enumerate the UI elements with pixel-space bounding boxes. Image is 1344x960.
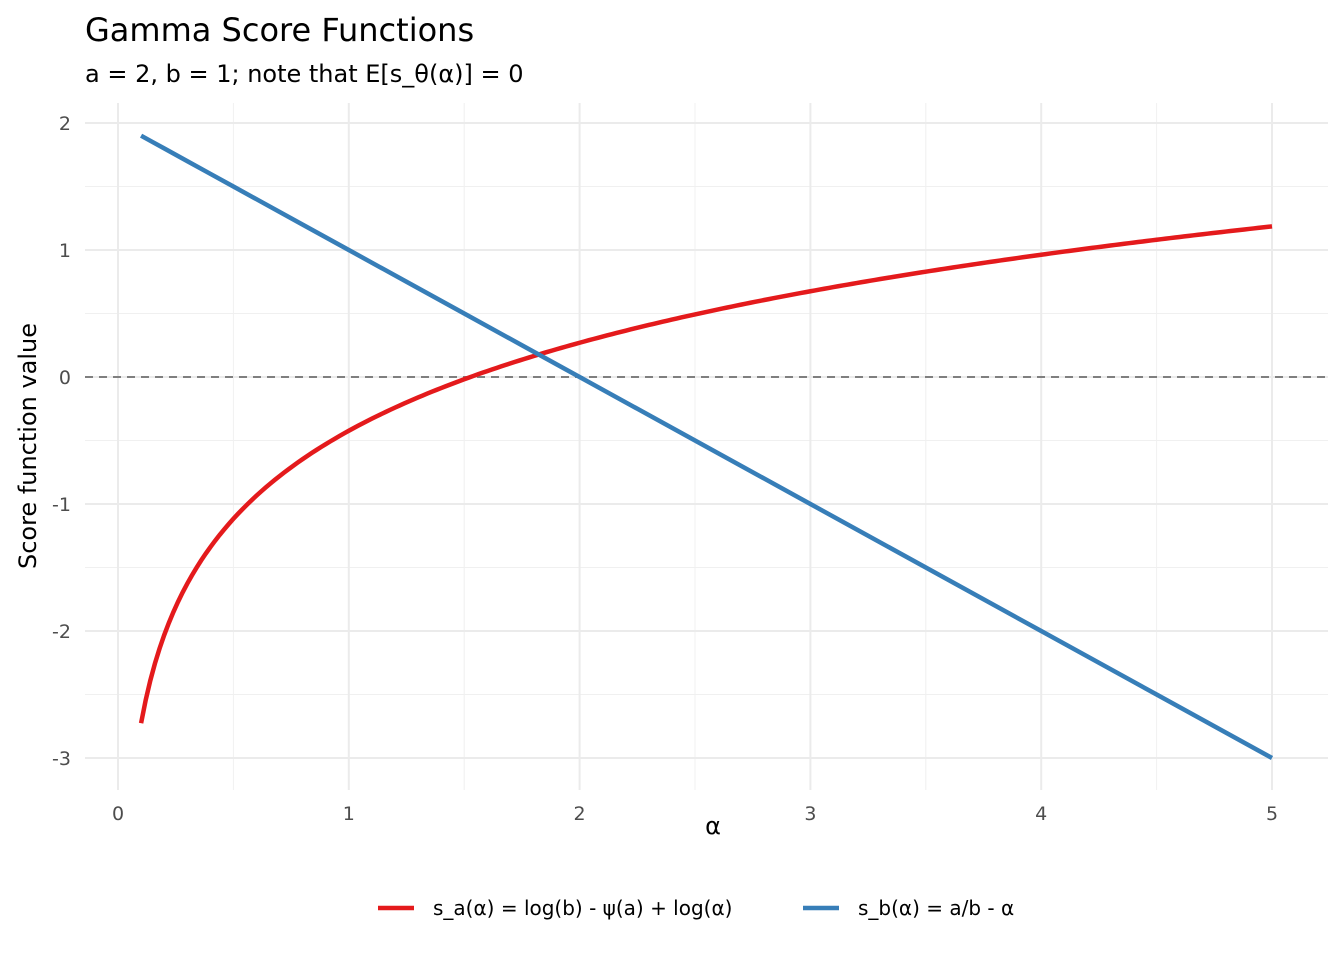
chart-title: Gamma Score Functions: [85, 11, 474, 49]
y-tick-label: 0: [59, 367, 71, 389]
y-tick-label: -2: [52, 621, 71, 643]
x-tick-label: 2: [574, 803, 586, 825]
x-tick-label: 4: [1035, 803, 1047, 825]
x-tick-label: 5: [1266, 803, 1278, 825]
y-tick-label: -3: [52, 748, 71, 770]
grid: [85, 103, 1328, 790]
chart-subtitle: a = 2, b = 1; note that E[s_θ(α)] = 0: [85, 60, 524, 88]
x-axis-label: α: [705, 812, 721, 840]
legend-label-s-a: s_a(α) = log(b) - ψ(a) + log(α): [433, 896, 732, 920]
series-line-0: [138, 224, 1273, 724]
y-tick-label: 1: [59, 240, 71, 262]
y-tick-label: -1: [52, 494, 71, 516]
legend: s_a(α) = log(b) - ψ(a) + log(α) s_b(α) =…: [378, 896, 1014, 920]
x-tick-label: 0: [112, 803, 124, 825]
y-tick-label: 2: [59, 113, 71, 135]
y-axis-label: Score function value: [14, 323, 42, 569]
series-group: [138, 133, 1274, 760]
series-line-1: [139, 133, 1274, 760]
legend-label-s-b: s_b(α) = a/b - α: [858, 896, 1014, 920]
x-tick-label: 1: [343, 803, 355, 825]
ticks: 0 1 2 3 4 5 -3 -2 -1 0 1 2: [52, 113, 1278, 825]
x-tick-label: 3: [804, 803, 816, 825]
